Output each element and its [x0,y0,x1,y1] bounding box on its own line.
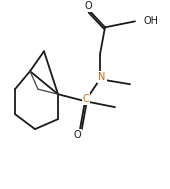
Text: N: N [98,72,106,82]
Text: OH: OH [143,16,158,26]
Text: O: O [84,1,92,11]
Text: O: O [73,130,81,140]
Text: C: C [83,94,89,104]
